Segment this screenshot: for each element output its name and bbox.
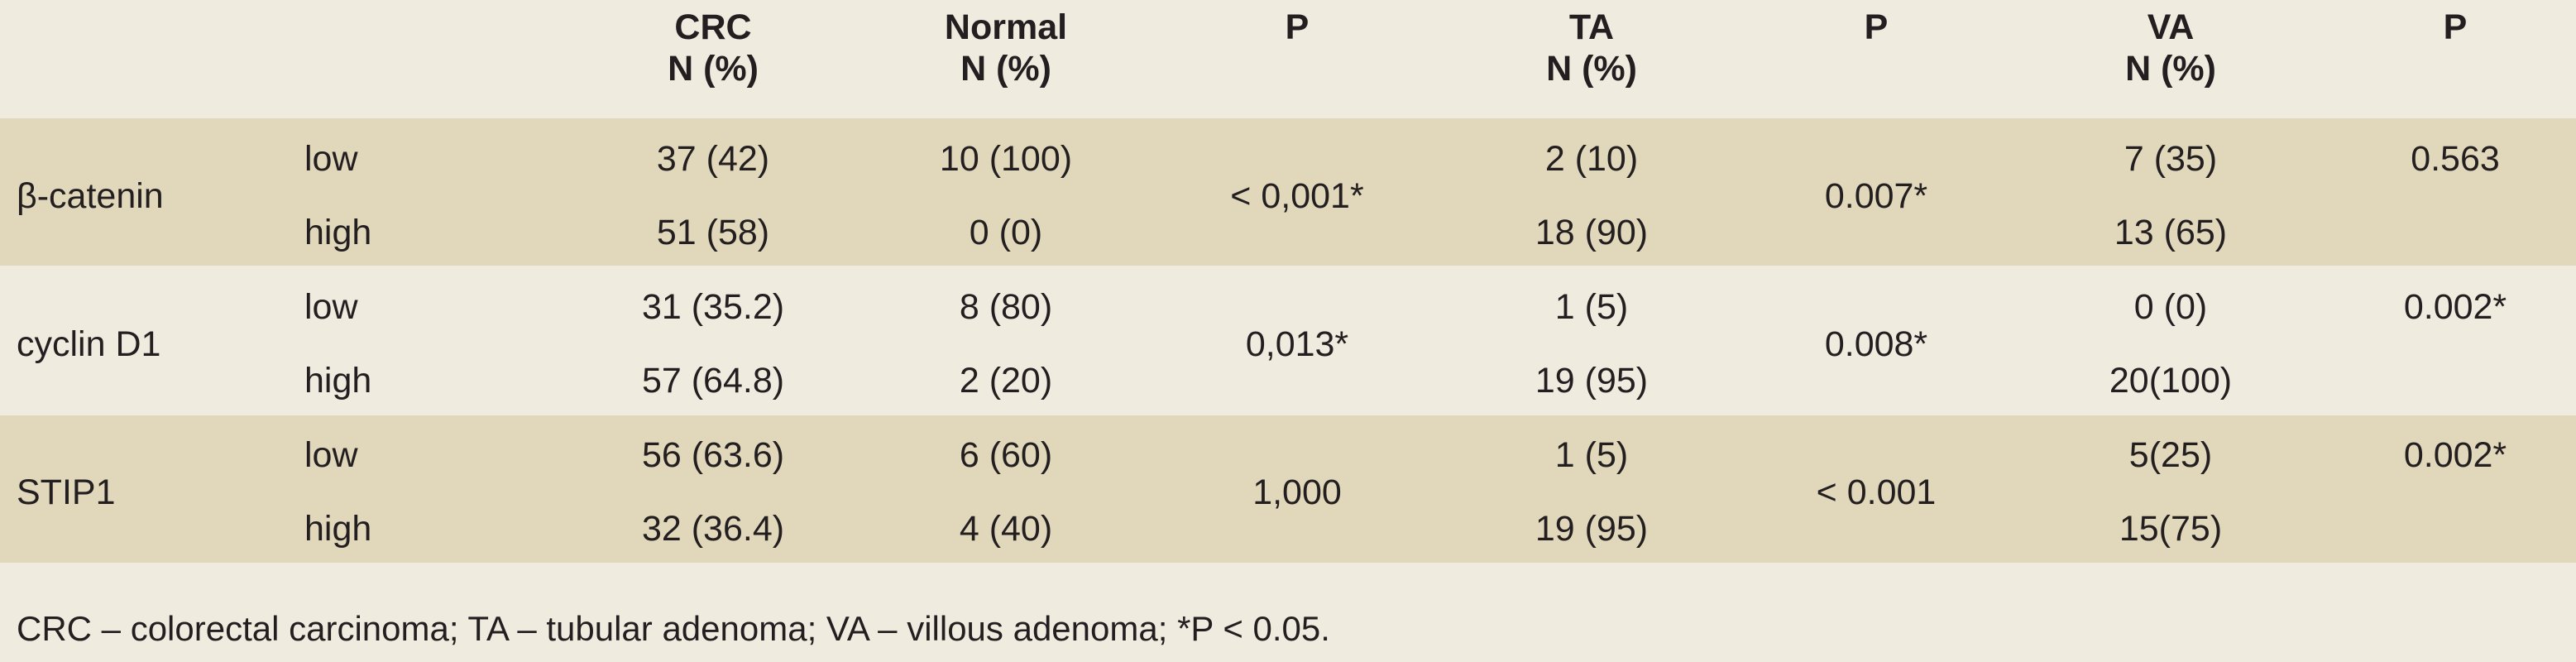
level-label: high <box>304 213 372 252</box>
normal-value: 0 (0) <box>969 213 1043 252</box>
ta-value: 18 (90) <box>1535 213 1649 252</box>
marker-name: β-catenin <box>17 176 164 216</box>
normal-value: 8 (80) <box>959 287 1053 327</box>
level-label: low <box>304 139 358 179</box>
normal-value: 10 (100) <box>939 139 1073 179</box>
p-value-normal: 1,000 <box>1252 473 1342 512</box>
level-label: low <box>304 287 358 327</box>
crc-value: 32 (36.4) <box>641 509 785 549</box>
ta-value: 1 (5) <box>1554 287 1629 327</box>
va-value: 0 (0) <box>2133 287 2208 327</box>
header-ta: TA N (%) <box>1546 7 1637 89</box>
ta-value: 19 (95) <box>1535 361 1649 401</box>
normal-value: 2 (20) <box>959 361 1053 401</box>
crc-value: 31 (35.2) <box>641 287 785 327</box>
p-value-va: 0.002* <box>2403 287 2507 327</box>
p-value-va: 0.563 <box>2411 139 2500 179</box>
p-value-normal: 0,013* <box>1245 324 1349 364</box>
p-value-normal: < 0,001* <box>1230 176 1364 216</box>
crc-value: 51 (58) <box>656 213 770 252</box>
header-p-normal: P <box>1285 7 1310 47</box>
header-p-va: P <box>2443 7 2468 47</box>
va-value: 20(100) <box>2109 361 2233 401</box>
ta-value: 19 (95) <box>1535 509 1649 549</box>
p-value-ta: < 0.001 <box>1816 473 1937 512</box>
ta-value: 2 (10) <box>1544 139 1639 179</box>
table-footnote: CRC – colorectal carcinoma; TA – tubular… <box>17 609 1330 648</box>
crc-value: 37 (42) <box>656 139 770 179</box>
ta-value: 1 (5) <box>1554 435 1629 475</box>
normal-value: 6 (60) <box>959 435 1053 475</box>
row-band-stip1 <box>0 415 2576 563</box>
crc-value: 56 (63.6) <box>641 435 785 475</box>
level-label: low <box>304 435 358 475</box>
crc-value: 57 (64.8) <box>641 361 785 401</box>
row-band-beta-catenin <box>0 118 2576 266</box>
p-value-va: 0.002* <box>2403 435 2507 475</box>
va-value: 7 (35) <box>2124 139 2218 179</box>
va-value: 13 (65) <box>2114 213 2228 252</box>
normal-value: 4 (40) <box>959 509 1053 549</box>
header-normal: Normal N (%) <box>944 7 1068 89</box>
va-value: 15(75) <box>2119 509 2223 549</box>
header-crc: CRC N (%) <box>668 7 759 89</box>
level-label: high <box>304 509 372 549</box>
marker-name: STIP1 <box>17 473 116 512</box>
level-label: high <box>304 361 372 401</box>
va-value: 5(25) <box>2128 435 2213 475</box>
header-p-ta: P <box>1864 7 1889 47</box>
p-value-ta: 0.007* <box>1824 176 1928 216</box>
header-va: VA N (%) <box>2125 7 2216 89</box>
p-value-ta: 0.008* <box>1824 324 1928 364</box>
marker-name: cyclin D1 <box>17 324 161 364</box>
